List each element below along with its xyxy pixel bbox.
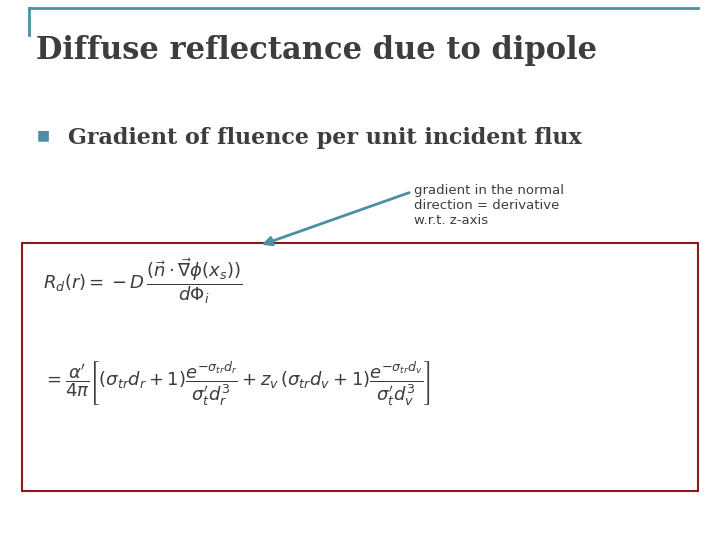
Text: Gradient of fluence per unit incident flux: Gradient of fluence per unit incident fl… [68, 127, 582, 149]
Text: $= \dfrac{\alpha^{\prime}}{4\pi}\left[(\sigma_{tr}d_r+1)\dfrac{e^{-\sigma_{tr}d_: $= \dfrac{\alpha^{\prime}}{4\pi}\left[(\… [43, 359, 431, 407]
Text: Diffuse reflectance due to dipole: Diffuse reflectance due to dipole [36, 35, 597, 66]
FancyBboxPatch shape [22, 243, 698, 491]
Text: gradient in the normal
direction = derivative
w.r.t. z-axis: gradient in the normal direction = deriv… [414, 184, 564, 227]
Text: $R_d(r) = -D\,\dfrac{(\vec{n}\cdot\vec{\nabla}\phi(x_s))}{d\Phi_i}$: $R_d(r) = -D\,\dfrac{(\vec{n}\cdot\vec{\… [43, 256, 243, 306]
Text: $\blacksquare$: $\blacksquare$ [36, 130, 50, 144]
